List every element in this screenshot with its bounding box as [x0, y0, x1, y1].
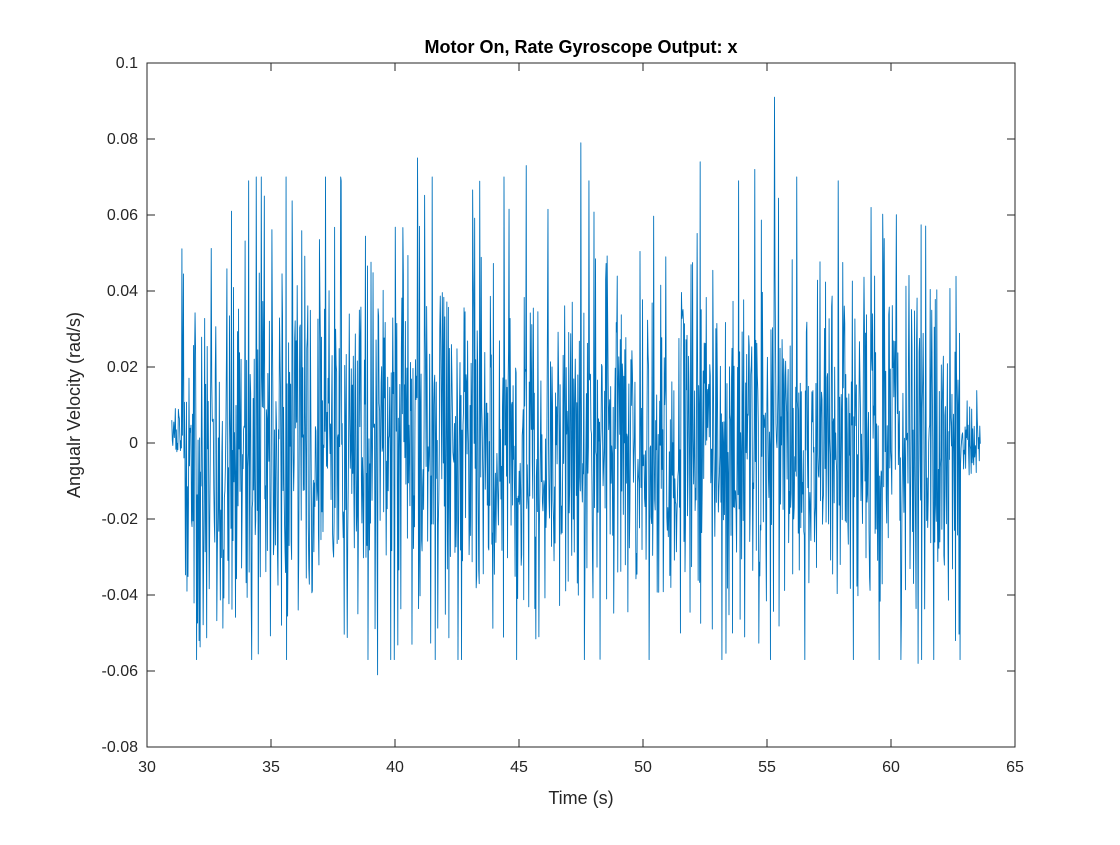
x-tick-label: 30	[138, 759, 156, 776]
x-tick-label: 35	[262, 759, 280, 776]
x-tick-label: 65	[1006, 759, 1024, 776]
series-line	[171, 96, 981, 676]
y-tick-label: 0.1	[116, 55, 138, 72]
y-tick-label: 0	[129, 435, 138, 452]
y-tick-label: 0.02	[107, 359, 138, 376]
y-tick-label: 0.06	[107, 207, 138, 224]
series-layer	[171, 96, 981, 676]
y-tick-label: -0.06	[102, 663, 139, 680]
x-tick-label: 50	[634, 759, 652, 776]
x-tick-label: 55	[758, 759, 776, 776]
axes-box	[146, 62, 1016, 748]
chart-title: Motor On, Rate Gyroscope Output: x	[424, 37, 737, 57]
x-tick-label: 45	[510, 759, 528, 776]
y-tick-label: 0.08	[107, 131, 138, 148]
y-tick-label: -0.02	[102, 511, 139, 528]
x-tick-label: 40	[386, 759, 404, 776]
y-axis-label: Angualr Velocity (rad/s)	[64, 312, 84, 498]
y-tick-label: -0.08	[102, 739, 139, 756]
y-tick-label: -0.04	[102, 587, 139, 604]
x-axis: 30 35 40 45 50 55 60 65	[138, 63, 1024, 776]
axes-border	[146, 62, 1016, 748]
x-tick-label: 60	[882, 759, 900, 776]
y-axis: -0.08 -0.06 -0.04 -0.02 0 0.02 0.04 0.06 0.08 0.1	[102, 55, 1015, 756]
y-tick-label: 0.04	[107, 283, 138, 300]
x-axis-label: Time (s)	[548, 788, 613, 808]
